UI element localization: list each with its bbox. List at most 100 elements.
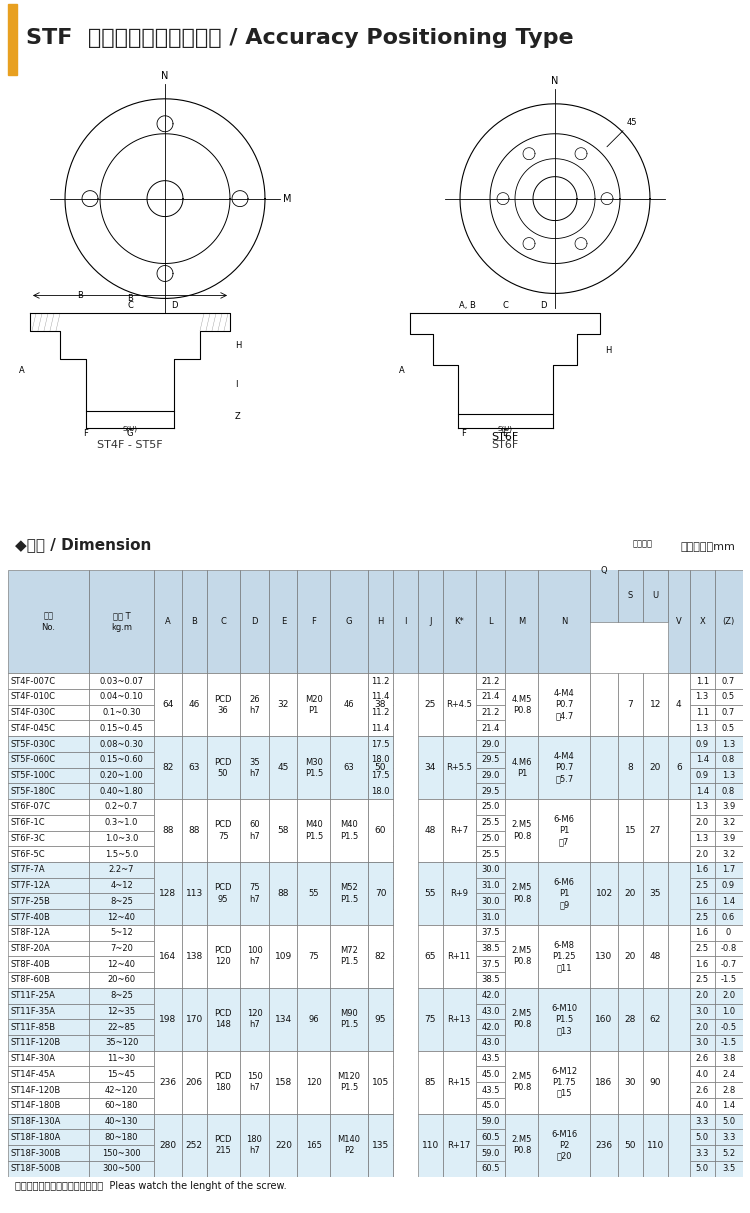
- Text: 1.3: 1.3: [695, 724, 709, 733]
- Text: 38.5: 38.5: [482, 975, 500, 985]
- Bar: [590, 799, 618, 862]
- Bar: [89, 862, 154, 878]
- Bar: [643, 924, 668, 987]
- Text: 1.4: 1.4: [695, 756, 709, 764]
- Bar: [89, 784, 154, 799]
- Text: 60~180: 60~180: [105, 1101, 138, 1110]
- Bar: [8, 1114, 89, 1129]
- Bar: [476, 1129, 506, 1145]
- Text: 75: 75: [308, 952, 319, 961]
- Text: 3.9: 3.9: [722, 803, 735, 811]
- Bar: [330, 799, 368, 862]
- Text: 4-M4
P0.7
深4.7: 4-M4 P0.7 深4.7: [554, 689, 574, 721]
- Bar: [690, 1114, 715, 1129]
- Bar: [368, 956, 393, 972]
- Bar: [476, 862, 506, 878]
- Text: 0.9: 0.9: [722, 881, 735, 890]
- Bar: [590, 924, 618, 987]
- Bar: [368, 736, 393, 752]
- Bar: [8, 878, 89, 894]
- Text: 6-M6
P1
深7: 6-M6 P1 深7: [554, 815, 574, 847]
- Text: F: F: [460, 429, 466, 438]
- Bar: [269, 1114, 297, 1177]
- Text: 186: 186: [596, 1077, 613, 1087]
- Text: 110: 110: [422, 1140, 439, 1150]
- Bar: [690, 1129, 715, 1145]
- Bar: [476, 1050, 506, 1066]
- Bar: [590, 1050, 618, 1114]
- Bar: [668, 1050, 690, 1114]
- Text: 64: 64: [162, 700, 173, 710]
- Text: R+5.5: R+5.5: [446, 763, 472, 773]
- Bar: [89, 570, 154, 673]
- Text: 18.0: 18.0: [371, 787, 390, 796]
- Text: 59.0: 59.0: [482, 1117, 500, 1126]
- Text: ◆尺寸 / Dimension: ◆尺寸 / Dimension: [15, 537, 152, 552]
- Text: 82: 82: [162, 763, 173, 773]
- Text: 75: 75: [424, 1015, 436, 1024]
- Text: 29.5: 29.5: [482, 787, 500, 796]
- Text: ST18F-130A: ST18F-130A: [10, 1117, 61, 1126]
- Text: A: A: [399, 366, 405, 375]
- Text: 28: 28: [625, 1015, 636, 1024]
- Text: 6-M12
P1.75
深15: 6-M12 P1.75 深15: [551, 1066, 578, 1098]
- Bar: [8, 1161, 89, 1177]
- Bar: [89, 721, 154, 736]
- Bar: [89, 1035, 154, 1050]
- Text: 2.M5
P0.8: 2.M5 P0.8: [512, 1072, 532, 1092]
- Text: 59.0: 59.0: [482, 1149, 500, 1157]
- Bar: [442, 1114, 476, 1177]
- Bar: [8, 972, 89, 987]
- Text: 58: 58: [278, 826, 289, 835]
- Text: 2.M5
P0.8: 2.M5 P0.8: [512, 946, 532, 967]
- Text: 63: 63: [344, 763, 355, 773]
- Bar: [506, 570, 538, 673]
- Text: 0.5: 0.5: [722, 724, 735, 733]
- Bar: [89, 940, 154, 956]
- Text: 88: 88: [162, 826, 173, 835]
- Text: PCD
36: PCD 36: [214, 695, 232, 714]
- Text: 0.04~0.10: 0.04~0.10: [100, 693, 143, 701]
- Bar: [690, 1019, 715, 1035]
- Text: ST4F-045C: ST4F-045C: [10, 724, 56, 733]
- Text: D: D: [540, 302, 546, 311]
- Text: 8~25: 8~25: [110, 991, 133, 1001]
- Text: -0.8: -0.8: [721, 944, 736, 953]
- Text: R+11: R+11: [448, 952, 471, 961]
- Bar: [538, 862, 590, 924]
- Text: M52
P1.5: M52 P1.5: [340, 883, 358, 904]
- Bar: [269, 799, 297, 862]
- Bar: [690, 1145, 715, 1161]
- Text: 11.2: 11.2: [371, 708, 390, 717]
- Text: R+4.5: R+4.5: [446, 700, 472, 710]
- Text: 158: 158: [274, 1077, 292, 1087]
- Text: 30.0: 30.0: [482, 896, 500, 906]
- Text: 4-M4
P0.7
深5.7: 4-M4 P0.7 深5.7: [554, 752, 574, 784]
- Bar: [668, 673, 690, 736]
- Text: 6-M10
P1.5
深13: 6-M10 P1.5 深13: [551, 1003, 578, 1035]
- Text: 88: 88: [278, 889, 289, 898]
- Text: M72
P1.5: M72 P1.5: [340, 946, 358, 967]
- Bar: [89, 1098, 154, 1114]
- Bar: [690, 847, 715, 862]
- Bar: [8, 815, 89, 831]
- Bar: [239, 570, 269, 673]
- Text: 2.5: 2.5: [695, 944, 709, 953]
- Text: ST5F-180C: ST5F-180C: [10, 787, 56, 796]
- Bar: [368, 924, 393, 987]
- Bar: [538, 673, 590, 736]
- Text: 35~120: 35~120: [105, 1038, 138, 1047]
- Text: G: G: [127, 429, 134, 438]
- Bar: [668, 924, 690, 987]
- Bar: [690, 1050, 715, 1066]
- Text: 0.15~0.45: 0.15~0.45: [100, 724, 143, 733]
- Text: 55: 55: [308, 889, 319, 898]
- Text: 252: 252: [186, 1140, 202, 1150]
- Text: 2.0: 2.0: [695, 991, 709, 1001]
- Text: 1.0~3.0: 1.0~3.0: [105, 833, 138, 843]
- Text: 0.6: 0.6: [722, 912, 735, 922]
- Text: F: F: [311, 617, 316, 626]
- Bar: [368, 705, 393, 721]
- Bar: [668, 799, 690, 862]
- Bar: [715, 862, 742, 878]
